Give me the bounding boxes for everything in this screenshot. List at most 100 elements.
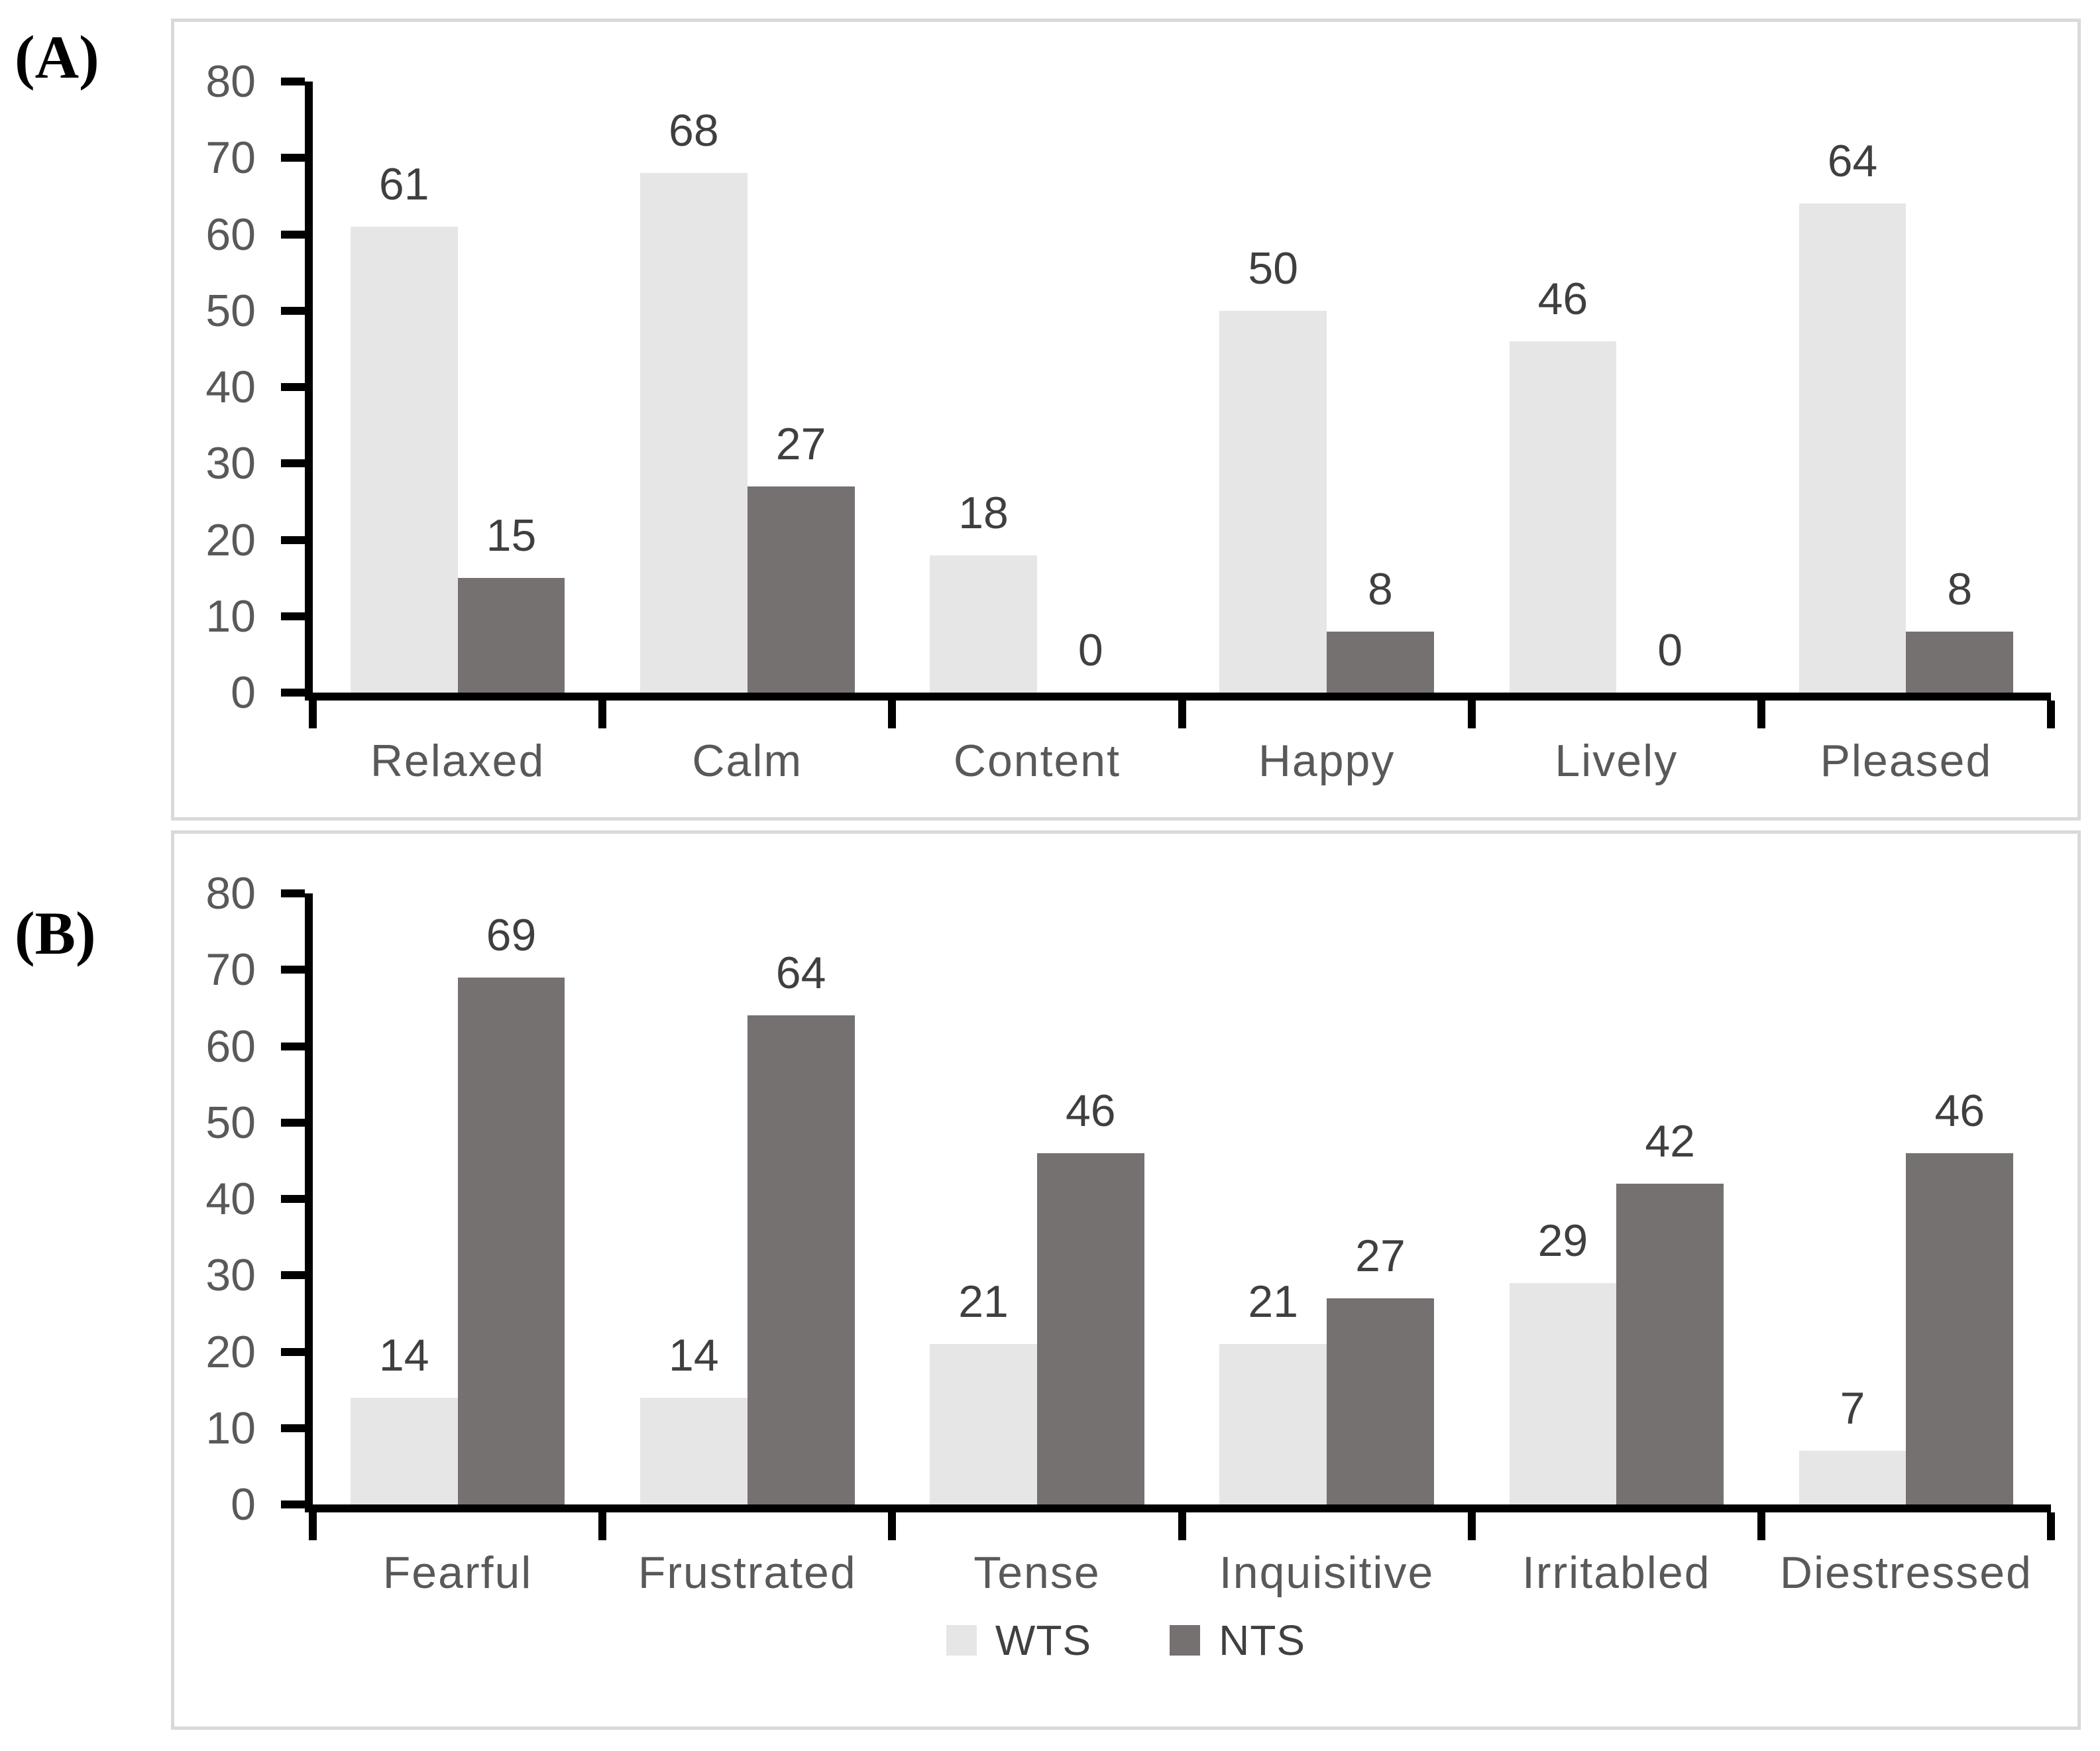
- x-axis-tick-mark: [598, 701, 607, 728]
- y-axis-tick-mark: [281, 154, 305, 162]
- bar-groups-a: 61 15 68 27 18 0 50 8 46 0 64 8: [313, 82, 2051, 693]
- panel-a-chart: 61 15 68 27 18 0 50 8 46 0 64 8 Relaxed Calm Content H…: [171, 19, 2081, 820]
- bar-wts: [930, 1343, 1037, 1504]
- legend-label: WTS: [995, 1616, 1092, 1664]
- bar-column-nts: 15: [457, 82, 565, 693]
- bar-group: 7 46: [1761, 893, 2051, 1504]
- y-axis-tick-label: 60: [205, 209, 256, 260]
- bar-group: 21 27: [1182, 893, 1472, 1504]
- legend-item-wts: WTS: [946, 1619, 1091, 1662]
- value-label: 21: [958, 1276, 1009, 1327]
- legend-swatch-nts: [1170, 1625, 1201, 1656]
- bar-group: 14 64: [602, 893, 892, 1504]
- plot-area-b: 14 69 14 64 21 46 21 27 29 42 7 46 Fearful Frustrate…: [205, 871, 2055, 1597]
- bar-column-wts: 68: [640, 82, 747, 693]
- value-label: 42: [1645, 1115, 1695, 1166]
- y-axis-tick-label: 50: [205, 285, 256, 336]
- bar-column-wts: 50: [1219, 82, 1327, 693]
- bar-column-wts: 61: [350, 82, 458, 693]
- y-axis-tick-label: 20: [205, 1326, 256, 1377]
- y-axis-tick-mark: [281, 459, 305, 468]
- value-label: 0: [1657, 625, 1683, 675]
- y-axis-tick-mark: [281, 230, 305, 239]
- y-axis-tick-label: 10: [205, 1402, 256, 1453]
- bar-nts: [1036, 1153, 1144, 1504]
- y-axis-tick-mark: [281, 1424, 305, 1432]
- x-axis-tick-mark: [1178, 701, 1186, 728]
- y-axis-tick-label: 80: [205, 868, 256, 919]
- bar-column-wts: 29: [1509, 893, 1617, 1504]
- y-axis-tick-label: 0: [231, 1479, 256, 1530]
- bar-nts: [747, 486, 855, 693]
- category-label: Inquisitive: [1219, 1548, 1435, 1598]
- value-label: 46: [1065, 1085, 1116, 1136]
- bar-column-nts: 27: [747, 82, 855, 693]
- x-axis-tick-mark: [309, 701, 317, 728]
- bar-group: 14 69: [313, 893, 602, 1504]
- category-label-row-a: Relaxed Calm Content Happy Lively Pleased: [313, 736, 2051, 786]
- y-axis-tick-mark: [281, 78, 305, 85]
- panel-b-chart: 14 69 14 64 21 46 21 27 29 42 7 46 Fearful Frustrate…: [171, 830, 2081, 1730]
- category-label: Tense: [973, 1548, 1101, 1598]
- value-label: 61: [378, 158, 429, 209]
- x-axis-tick-mark: [1757, 701, 1765, 728]
- y-axis-tick-mark: [281, 1042, 305, 1050]
- bar-groups-b: 14 69 14 64 21 46 21 27 29 42 7 46: [313, 893, 2051, 1504]
- bar-column-wts: 7: [1798, 893, 1907, 1504]
- bar-column-nts: 46: [1036, 893, 1144, 1504]
- category-label: Frustrated: [637, 1548, 857, 1598]
- x-axis-tick-mark: [1757, 1512, 1765, 1540]
- bar-column-nts: 42: [1616, 893, 1724, 1504]
- y-axis-tick-mark: [281, 889, 305, 897]
- y-axis-tick-label: 30: [205, 1250, 256, 1301]
- bar-nts: [1906, 631, 2014, 693]
- bar-wts: [930, 555, 1037, 693]
- value-label: 27: [1355, 1230, 1406, 1281]
- bar-nts: [1616, 1183, 1724, 1504]
- bar-wts: [1509, 1282, 1617, 1504]
- x-axis-tick-mark: [1178, 1512, 1186, 1540]
- bar-wts: [350, 1397, 458, 1504]
- category-label: Diestressed: [1779, 1548, 2032, 1598]
- value-label: 64: [1827, 136, 1878, 187]
- value-label: 18: [958, 487, 1009, 538]
- x-axis-tick-mark: [1467, 1512, 1476, 1540]
- bar-column-nts: 8: [1327, 82, 1434, 693]
- panel-a-label: (A): [15, 23, 99, 91]
- bar-wts: [640, 173, 747, 693]
- y-axis-tick-label: 20: [205, 514, 256, 565]
- bar-group: 64 8: [1761, 82, 2051, 693]
- y-axis-tick-label: 40: [205, 1174, 256, 1224]
- value-label: 69: [486, 909, 537, 960]
- y-axis-tick-mark: [281, 966, 305, 974]
- x-axis-tick-mark: [1467, 701, 1476, 728]
- x-axis-tick-mark: [2047, 1512, 2055, 1540]
- x-axis-tick-mark: [888, 701, 897, 728]
- bar-nts: [457, 977, 565, 1504]
- bar-column-nts: 0: [1037, 82, 1144, 693]
- x-axis-tick-mark: [309, 1512, 317, 1540]
- legend-item-nts: NTS: [1170, 1619, 1305, 1662]
- bar-nts: [457, 578, 565, 693]
- category-label: Relaxed: [370, 736, 545, 786]
- value-label: 8: [1947, 563, 1973, 614]
- bar-wts: [1219, 1343, 1327, 1504]
- category-label: Calm: [692, 736, 803, 786]
- bar-group: 46 0: [1472, 82, 1761, 693]
- y-axis-tick-label: 10: [205, 591, 256, 642]
- y-axis-tick-label: 70: [205, 944, 256, 995]
- legend-swatch-wts: [946, 1625, 977, 1656]
- bar-group: 50 8: [1182, 82, 1472, 693]
- category-label: Fearful: [382, 1548, 533, 1598]
- value-label: 21: [1248, 1276, 1299, 1327]
- bar-group: 21 46: [892, 893, 1182, 1504]
- bar-nts: [1906, 1153, 2014, 1504]
- y-axis-tick-label: 30: [205, 438, 256, 489]
- category-label-row-b: Fearful Frustrated Tense Inquisitive Irritab…: [313, 1548, 2051, 1598]
- bar-wts: [1219, 310, 1327, 693]
- value-label: 8: [1368, 563, 1393, 614]
- value-label: 27: [775, 418, 826, 469]
- bar-group: 68 27: [602, 82, 892, 693]
- y-axis-tick-label: 50: [205, 1097, 256, 1148]
